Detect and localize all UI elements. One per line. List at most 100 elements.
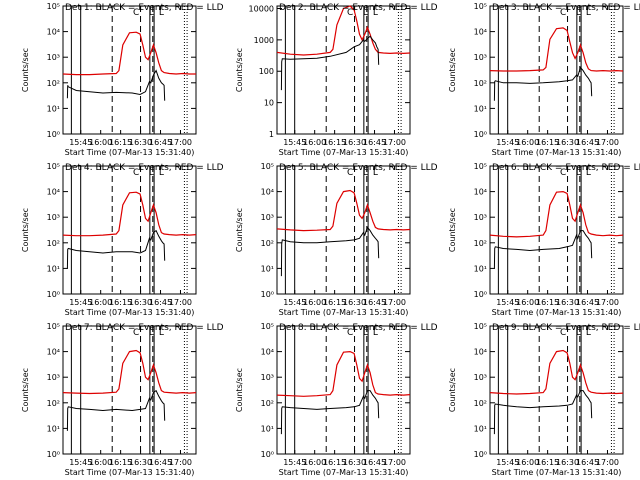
series-lld: [62, 191, 197, 237]
y-tick-label: 10³: [261, 213, 274, 222]
marker-top-label: C: [133, 8, 139, 18]
y-axis-label: Counts/sec: [21, 48, 30, 92]
x-tick-label: 16:30: [343, 138, 366, 147]
x-tick-label: 16:45: [363, 138, 386, 147]
marker-top-label: C: [560, 328, 566, 338]
marker-top-label: L: [159, 8, 164, 18]
panel-5: C L L15:4516:0016:1516:3016:4517:0010⁰10¹1…: [235, 162, 438, 317]
x-tick-label: 16:30: [129, 458, 152, 467]
marker-top-label: L: [149, 8, 154, 18]
series-lld: [62, 31, 196, 76]
marker-top-label: L: [586, 8, 591, 18]
y-tick-label: 10¹: [474, 424, 487, 433]
x-tick-label: 15:45: [69, 298, 92, 307]
plot-frame: [489, 325, 624, 455]
panel-title: Det 3: BLACK = Events, RED = LLD: [492, 3, 640, 13]
x-tick-label: 15:45: [283, 458, 306, 467]
y-tick-label: 10³: [47, 53, 60, 62]
x-tick-label: 16:30: [129, 298, 152, 307]
y-tick-label: 10⁵: [47, 162, 60, 171]
y-axis-label: Counts/sec: [235, 368, 244, 412]
marker-top-label: L: [159, 328, 164, 338]
y-tick-label: 10⁰: [261, 450, 274, 459]
y-tick-label: 10⁴: [47, 348, 60, 357]
marker-top-label: C: [133, 328, 139, 338]
x-tick-label: 16:00: [89, 458, 112, 467]
x-tick-label: 17:00: [383, 298, 406, 307]
series-events: [280, 226, 380, 277]
x-tick-label: 16:15: [536, 298, 559, 307]
marker-top-label: L: [149, 328, 154, 338]
y-axis-label: Counts/sec: [21, 368, 30, 412]
plot-frame: [276, 5, 411, 135]
x-tick-label: 16:15: [323, 458, 346, 467]
panel-title: Det 8: BLACK = Events, RED = LLD: [279, 323, 438, 333]
x-tick-label: 16:30: [556, 298, 579, 307]
x-tick-label: 15:45: [496, 298, 519, 307]
y-tick-label: 10⁵: [474, 162, 487, 171]
x-tick-label: 16:45: [149, 138, 172, 147]
x-tick-label: 16:15: [536, 138, 559, 147]
series-events: [66, 229, 166, 269]
y-tick-label: 10⁰: [47, 290, 60, 299]
x-tick-label: 15:45: [69, 138, 92, 147]
y-tick-label: 10²: [47, 399, 60, 408]
y-tick-label: 10⁵: [261, 162, 274, 171]
panel-1: C L L15:4516:0016:1516:3016:4517:0010⁰10¹1…: [21, 2, 224, 157]
marker-top-label: L: [576, 168, 581, 178]
y-tick-label: 10: [264, 99, 274, 108]
series-lld: [489, 27, 624, 72]
y-tick-label: 10⁴: [474, 348, 487, 357]
x-tick-label: 16:00: [516, 458, 539, 467]
y-tick-label: 10³: [261, 373, 274, 382]
y-axis-label: Counts/sec: [235, 48, 244, 92]
x-axis-label: Start Time (07-Mar-13 15:31:40): [279, 308, 409, 317]
y-tick-label: 10⁴: [261, 188, 274, 197]
x-tick-label: 16:15: [109, 138, 132, 147]
y-tick-label: 10⁰: [474, 130, 487, 139]
panel-8: C L L15:4516:0016:1516:3016:4517:0010⁰10¹1…: [235, 322, 438, 477]
y-tick-label: 10¹: [47, 104, 60, 113]
x-tick-label: 16:00: [303, 298, 326, 307]
y-axis-label: Counts/sec: [448, 48, 457, 92]
x-axis-label: Start Time (07-Mar-13 15:31:40): [279, 148, 409, 157]
y-tick-label: 10⁰: [474, 290, 487, 299]
series-events: [66, 389, 166, 431]
x-tick-label: 16:15: [109, 458, 132, 467]
series-events: [280, 35, 380, 91]
y-tick-label: 10⁴: [261, 348, 274, 357]
x-tick-label: 16:00: [516, 138, 539, 147]
series-events: [280, 390, 380, 435]
y-tick-label: 10⁵: [47, 322, 60, 331]
y-tick-label: 10⁴: [47, 188, 60, 197]
panel-title: Det 7: BLACK = Events, RED = LLD: [65, 323, 224, 333]
x-tick-label: 17:00: [169, 458, 192, 467]
x-tick-label: 16:45: [149, 458, 172, 467]
x-tick-label: 17:00: [383, 458, 406, 467]
x-tick-label: 17:00: [169, 138, 192, 147]
x-tick-label: 16:30: [343, 458, 366, 467]
x-tick-label: 15:45: [283, 298, 306, 307]
series-lld: [276, 5, 411, 56]
series-events: [493, 230, 593, 269]
y-tick-label: 10⁵: [474, 2, 487, 11]
y-tick-label: 1000: [254, 36, 274, 45]
marker-top-label: C: [347, 328, 353, 338]
y-tick-label: 100: [259, 67, 274, 76]
y-axis-label: Counts/sec: [235, 208, 244, 252]
y-tick-label: 10¹: [474, 264, 487, 273]
x-tick-label: 16:15: [323, 138, 346, 147]
series-lld: [276, 189, 411, 232]
y-tick-label: 10³: [474, 373, 487, 382]
series-lld: [489, 349, 624, 395]
marker-top-label: L: [373, 8, 378, 18]
x-tick-label: 17:00: [596, 458, 619, 467]
y-axis-label: Counts/sec: [448, 368, 457, 412]
x-tick-label: 15:45: [496, 458, 519, 467]
x-tick-label: 16:45: [363, 458, 386, 467]
series-events: [493, 66, 593, 101]
panel-3: C L L15:4516:0016:1516:3016:4517:0010⁰10¹1…: [448, 2, 640, 157]
marker-top-label: L: [373, 168, 378, 178]
series-events: [66, 69, 166, 101]
